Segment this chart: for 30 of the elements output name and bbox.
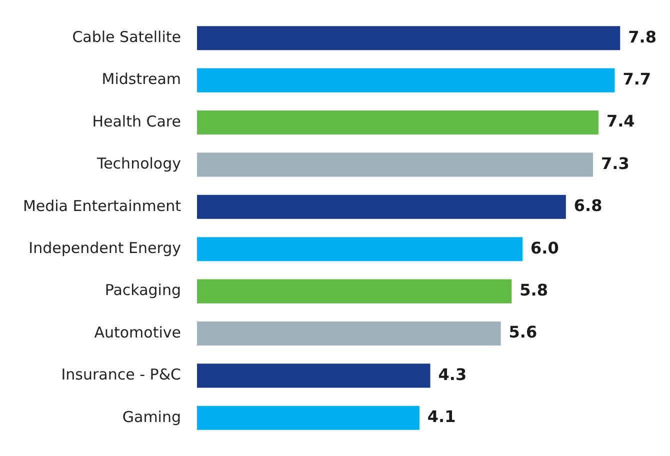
- y-tick-label: Independent Energy: [28, 238, 182, 257]
- bar: [197, 279, 512, 304]
- y-tick-label: Health Care: [92, 112, 181, 130]
- y-tick-label: Insurance - P&C: [61, 366, 181, 384]
- data-label: 7.7: [622, 69, 652, 88]
- bar: [197, 321, 501, 346]
- bar: [197, 110, 598, 135]
- y-tick-label: Media Entertainment: [22, 196, 182, 215]
- bar: [197, 364, 430, 388]
- data-label: 6.0: [530, 238, 559, 258]
- bar: [197, 237, 522, 262]
- y-tick-label: Automotive: [94, 323, 181, 342]
- data-label: 5.8: [520, 280, 548, 300]
- bar: [197, 152, 594, 177]
- y-tick-label: Packaging: [104, 281, 181, 300]
- y-tick-label: Technology: [96, 154, 182, 173]
- y-tick-label: Midstream: [102, 70, 181, 88]
- y-tick-label: Cable Satellite: [72, 28, 181, 46]
- bar: [197, 68, 615, 92]
- data-label: 4.1: [427, 407, 456, 426]
- data-label: 7.4: [606, 112, 635, 131]
- y-tick-label: Gaming: [122, 408, 181, 426]
- bar: [197, 26, 620, 50]
- data-label: 4.3: [438, 364, 467, 384]
- data-label: 6.8: [574, 196, 602, 216]
- bar: [197, 194, 566, 219]
- data-label: 7.8: [628, 27, 656, 46]
- bar: [197, 406, 420, 430]
- data-label: 5.6: [508, 322, 538, 342]
- data-label: 7.3: [601, 154, 630, 173]
